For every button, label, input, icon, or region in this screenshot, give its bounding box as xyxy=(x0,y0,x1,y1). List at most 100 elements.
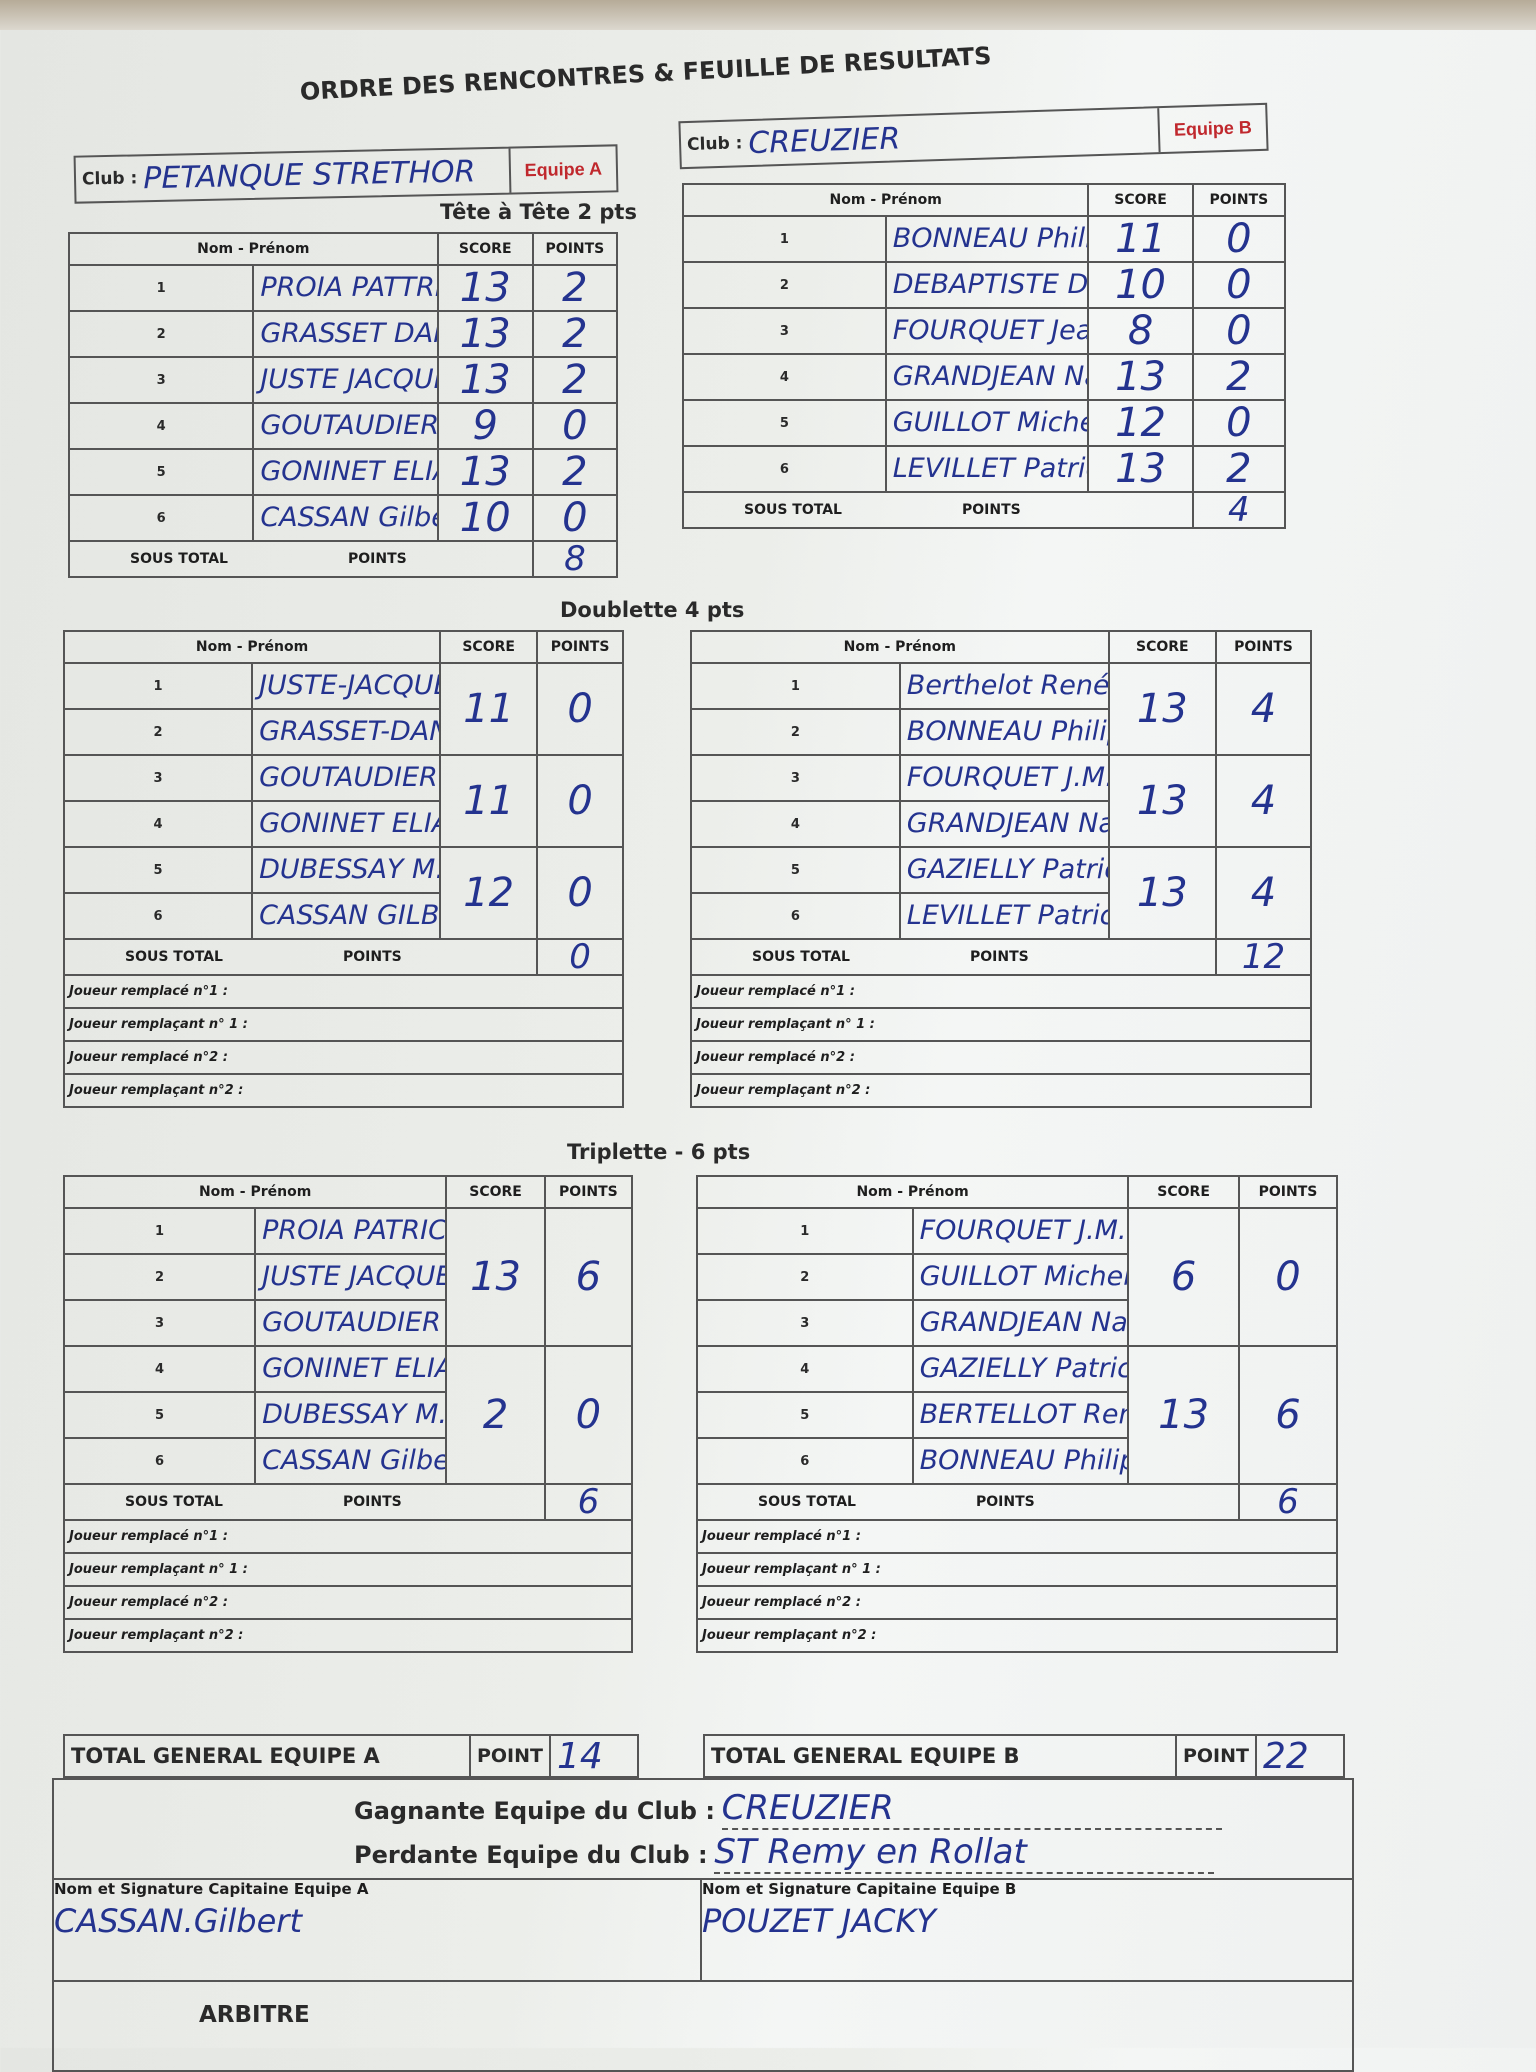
points-cell: 6 xyxy=(1238,1345,1338,1485)
row-number: 6 xyxy=(62,892,254,940)
score-cell: 12 xyxy=(439,846,539,940)
row-number: 3 xyxy=(62,754,254,802)
score-cell: 10 xyxy=(436,494,534,542)
sous-total-label: SOUS TOTAL xyxy=(125,949,223,965)
player-name: GAZIELLY Patrick xyxy=(898,846,1110,894)
score-header: SCORE xyxy=(439,630,539,664)
captain-b-box: Nom et Signature Capitaine Equipe B POUZ… xyxy=(702,1878,1352,1980)
replacement-field[interactable]: Joueur remplacé n°1 : xyxy=(696,1519,1338,1554)
player-name: CASSAN Gilbert xyxy=(254,1437,448,1485)
score-cell: 6 xyxy=(1127,1207,1240,1347)
total-a-label: TOTAL GENERAL EQUIPE A xyxy=(71,1744,380,1768)
replacement-row: Joueur remplacé n°2 : xyxy=(63,1585,633,1620)
replacement-field[interactable]: Joueur remplaçant n° 1 : xyxy=(690,1007,1312,1042)
header-row: Nom - Prénom SCORE POINTS xyxy=(68,232,619,266)
score-cell: 9 xyxy=(436,402,534,450)
replacement-field[interactable]: Joueur remplacé n°2 : xyxy=(63,1585,633,1620)
score-cell: 13 xyxy=(436,448,534,496)
subtotal-row: SOUS TOTAL POINTS 4 xyxy=(682,491,1287,529)
name-header: Nom - Prénom xyxy=(690,630,1110,664)
player-name: GAZIELLY Patrick xyxy=(911,1345,1130,1393)
replacement-field[interactable]: Joueur remplaçant n° 1 : xyxy=(696,1552,1338,1587)
replacement-field[interactable]: Joueur remplaçant n° 1 : xyxy=(63,1007,624,1042)
table-surface xyxy=(0,0,1536,30)
replacement-field[interactable]: Joueur remplacé n°2 : xyxy=(696,1585,1338,1620)
row-number: 5 xyxy=(62,846,254,894)
row-number: 6 xyxy=(682,445,887,493)
replacement-field[interactable]: Joueur remplaçant n°2 : xyxy=(63,1618,633,1653)
score-cell: 10 xyxy=(1087,261,1194,309)
header-row: Nom - Prénom SCORE POINTS xyxy=(681,183,1287,217)
replacement-row: Joueur remplaçant n°2 : xyxy=(63,1618,633,1653)
row-number: 3 xyxy=(62,1299,257,1347)
subtotal-value: 6 xyxy=(543,1483,634,1521)
row-number: 1 xyxy=(67,264,255,312)
replacement-row: Joueur remplacé n°1 : xyxy=(63,974,624,1009)
replacement-field[interactable]: Joueur remplacé n°1 : xyxy=(63,974,624,1009)
row-number: 2 xyxy=(690,708,901,756)
replacement-row: Joueur remplaçant n° 1 : xyxy=(690,1007,1312,1042)
player-name: FOURQUET Jean Marie xyxy=(884,307,1090,355)
club-a-label: Club : xyxy=(81,168,138,190)
player-name: JUSTE-JACQUES xyxy=(251,662,442,710)
replacement-field[interactable]: Joueur remplacé n°2 : xyxy=(63,1040,624,1075)
winner-line: Gagnante Equipe du Club : CREUZIER xyxy=(354,1788,1222,1830)
replacement-row: Joueur remplaçant n°2 : xyxy=(63,1073,624,1108)
row-number: 6 xyxy=(696,1437,914,1485)
section-label-tete-a-tete: Tête à Tête 2 pts xyxy=(440,200,637,224)
loser-label: Perdante Equipe du Club : xyxy=(354,1841,708,1869)
subtotal-row: SOUS TOTAL POINTS 8 xyxy=(68,540,619,578)
row-number: 1 xyxy=(682,215,887,263)
loser-line: Perdante Equipe du Club : ST Remy en Rol… xyxy=(354,1832,1215,1874)
player-name: FOURQUET J.M. xyxy=(911,1207,1130,1255)
replacement-field[interactable]: Joueur remplacé n°1 : xyxy=(690,974,1312,1009)
subtotal-row: SOUS TOTAL POINTS 6 xyxy=(63,1483,634,1521)
points-cell: 2 xyxy=(531,310,619,358)
player-name: DUBESSAY M.Claude xyxy=(251,846,442,894)
page-title: ORDRE DES RENCONTRES & FEUILLE DE RESULT… xyxy=(299,41,993,106)
replacement-field[interactable]: Joueur remplaçant n° 1 : xyxy=(63,1552,633,1587)
subtotal-label: SOUS TOTAL POINTS xyxy=(696,1483,1240,1521)
club-b-value: CREUZIER xyxy=(747,120,901,161)
replacement-field[interactable]: Joueur remplaçant n°2 : xyxy=(696,1618,1338,1653)
row-number: 5 xyxy=(682,399,887,447)
player-name: GRANDJEAN Nadia xyxy=(911,1299,1130,1347)
player-name: JUSTE JACQUES xyxy=(252,356,439,404)
row-number: 4 xyxy=(696,1345,914,1393)
score-cell: 12 xyxy=(1087,399,1194,447)
name-header: Nom - Prénom xyxy=(68,232,439,266)
replacement-field[interactable]: Joueur remplacé n°1 : xyxy=(63,1519,633,1554)
subtotal-row: SOUS TOTAL POINTS 6 xyxy=(696,1483,1338,1521)
table-row: 1 Berthelot René 13 4 xyxy=(690,662,1312,756)
captain-a-signature: CASSAN.Gilbert xyxy=(54,1902,302,1940)
score-cell: 13 xyxy=(436,356,534,404)
row-number: 6 xyxy=(62,1437,257,1485)
replacement-field[interactable]: Joueur remplaçant n°2 : xyxy=(690,1073,1312,1108)
points-cell: 0 xyxy=(1191,261,1287,309)
table-row: 6 LEVILLET Patrick xyxy=(690,892,1311,940)
club-a-box: Club : PETANQUE STRETHOR Equipe A xyxy=(73,144,619,204)
subtotal-value: 12 xyxy=(1215,938,1312,976)
loser-value: ST Remy en Rollat xyxy=(714,1832,1215,1874)
captain-a-box: Nom et Signature Capitaine Equipe A CASS… xyxy=(54,1878,702,1980)
replacement-field[interactable]: Joueur remplaçant n°2 : xyxy=(63,1073,624,1108)
row-number: 2 xyxy=(682,261,887,309)
score-cell: 2 xyxy=(445,1345,546,1485)
player-name: CASSAN GILBERT xyxy=(251,892,442,940)
name-header: Nom - Prénom xyxy=(695,1175,1130,1209)
points-cell: 2 xyxy=(1191,353,1287,401)
player-name: GRANDJEAN Nadia xyxy=(884,353,1090,401)
replacement-field[interactable]: Joueur remplacé n°2 : xyxy=(690,1040,1312,1075)
